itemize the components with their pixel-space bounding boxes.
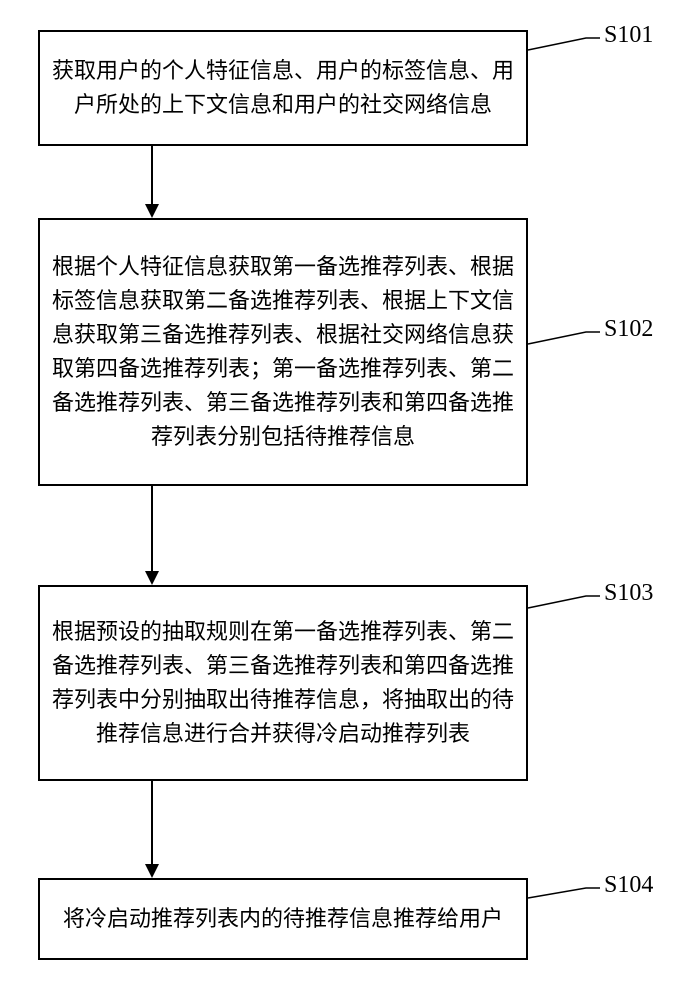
- flow-arrow-s103-s104: [137, 781, 167, 878]
- step-label-s101: S101: [604, 22, 653, 49]
- flow-arrow-s101-s102: [137, 146, 167, 218]
- leader-line-s101: [526, 36, 602, 52]
- step-label-s104: S104: [604, 872, 653, 899]
- flowchart-node-text: 获取用户的个人特征信息、用户的标签信息、用户所处的上下文信息和用户的社交网络信息: [50, 54, 516, 122]
- flowchart-node-s103: 根据预设的抽取规则在第一备选推荐列表、第二备选推荐列表、第三备选推荐列表和第四备…: [38, 585, 528, 781]
- flowchart-node-text: 将冷启动推荐列表内的待推荐信息推荐给用户: [63, 902, 503, 936]
- flowchart-node-s102: 根据个人特征信息获取第一备选推荐列表、根据标签信息获取第二备选推荐列表、根据上下…: [38, 218, 528, 486]
- flowchart-node-s104: 将冷启动推荐列表内的待推荐信息推荐给用户: [38, 878, 528, 960]
- flowchart-node-s101: 获取用户的个人特征信息、用户的标签信息、用户所处的上下文信息和用户的社交网络信息: [38, 30, 528, 146]
- leader-line-s104: [526, 886, 602, 900]
- leader-line-s102: [526, 330, 602, 346]
- leader-line-s103: [526, 594, 602, 610]
- step-label-s103: S103: [604, 580, 653, 607]
- flowchart-canvas: 获取用户的个人特征信息、用户的标签信息、用户所处的上下文信息和用户的社交网络信息…: [0, 0, 685, 1000]
- flowchart-node-text: 根据个人特征信息获取第一备选推荐列表、根据标签信息获取第二备选推荐列表、根据上下…: [50, 250, 516, 455]
- flow-arrow-s102-s103: [137, 486, 167, 585]
- flowchart-node-text: 根据预设的抽取规则在第一备选推荐列表、第二备选推荐列表、第三备选推荐列表和第四备…: [50, 615, 516, 751]
- step-label-s102: S102: [604, 316, 653, 343]
